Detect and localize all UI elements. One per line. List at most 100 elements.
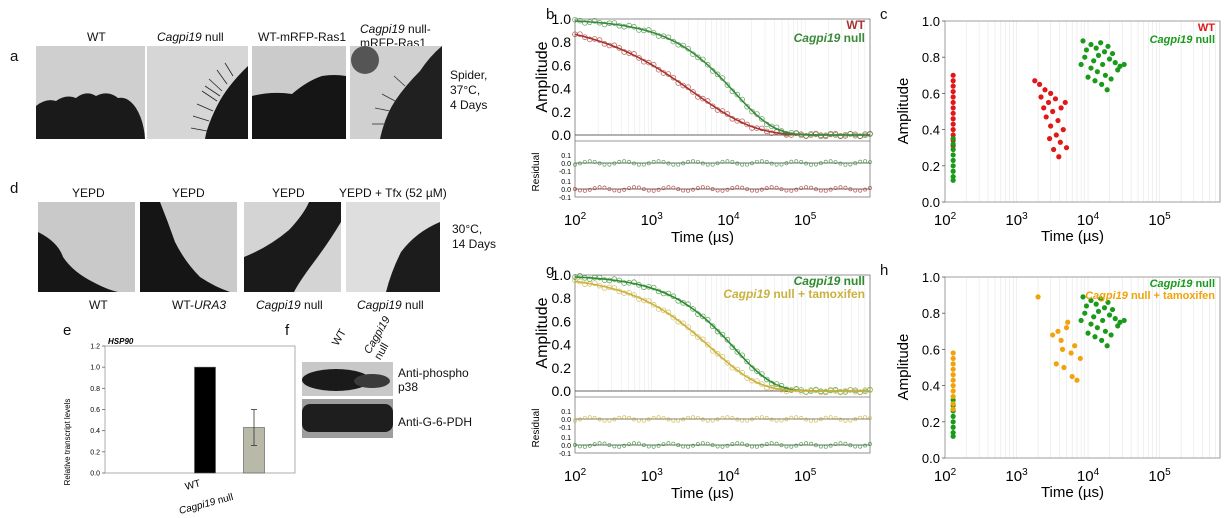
residual-point xyxy=(740,418,745,423)
residual-point xyxy=(764,442,769,447)
residual-point xyxy=(794,443,799,448)
data-point xyxy=(690,89,696,95)
tick-exponent: 2 xyxy=(951,211,957,222)
lane-label-null: Cagpi19 null xyxy=(362,315,403,362)
data-point xyxy=(783,388,790,395)
residual-point xyxy=(828,187,833,192)
data-point xyxy=(1050,108,1056,115)
panel-d-footer-2: WT-URA3 xyxy=(172,298,226,312)
colony-image-wt-yepd xyxy=(38,202,135,292)
residual-point xyxy=(735,161,740,166)
residual-point xyxy=(863,187,868,192)
residual-point xyxy=(587,187,592,192)
residual-point xyxy=(582,188,587,193)
data-point xyxy=(1082,310,1088,316)
colony-image-null-spider xyxy=(147,46,248,139)
data-point xyxy=(1098,40,1104,46)
data-point xyxy=(950,105,956,111)
residual-point xyxy=(695,159,700,164)
residual-point xyxy=(809,418,813,423)
data-point xyxy=(857,133,863,139)
data-point xyxy=(1121,61,1127,68)
y-tick-label: 0.4 xyxy=(922,123,940,138)
residual-point xyxy=(779,418,784,423)
data-point xyxy=(734,91,741,98)
x-tick-label: 102 xyxy=(934,211,957,229)
residual-point xyxy=(612,161,617,166)
x-tick-label: 105 xyxy=(794,467,817,485)
data-point xyxy=(660,307,667,314)
legend-entry: WT xyxy=(846,18,865,32)
tick-base: 10 xyxy=(1077,212,1094,229)
residual-point xyxy=(686,415,691,420)
tick-base: 10 xyxy=(934,212,951,229)
panel-label-f: f xyxy=(285,322,290,339)
tick-base: 10 xyxy=(641,468,658,485)
residual-point xyxy=(794,187,799,192)
residual-point xyxy=(794,159,799,164)
data-point xyxy=(680,300,686,306)
panel-a-header-wt-ras: WT-mRFP-Ras1 xyxy=(258,30,346,44)
data-point xyxy=(950,116,956,122)
residual-point xyxy=(784,417,789,422)
residual-point xyxy=(779,187,784,192)
residual-point xyxy=(745,443,750,448)
residual-point xyxy=(759,443,764,448)
residual-point xyxy=(858,444,863,449)
y-tick-label: 0.2 xyxy=(552,360,572,376)
data-point xyxy=(572,277,578,284)
residual-point xyxy=(799,442,804,446)
residual-point xyxy=(784,161,789,166)
residual-point xyxy=(617,159,622,164)
data-point xyxy=(950,132,956,138)
panel-label-a: a xyxy=(10,48,19,65)
gene-name: Cagpi19 xyxy=(723,287,770,301)
y-tick-label: 0.0 xyxy=(552,383,572,399)
data-point xyxy=(631,279,637,286)
residual-point xyxy=(828,159,833,164)
data-point xyxy=(1053,132,1059,138)
panel-d-header-4: YEPD + Tfx (52 µM) xyxy=(339,186,447,200)
residual-point xyxy=(617,415,622,420)
residual-point xyxy=(720,159,725,164)
legend-entry: Cagpi19 null xyxy=(1150,34,1215,46)
label-suffix: null xyxy=(1192,34,1215,46)
data-point xyxy=(1035,294,1041,300)
fit-line xyxy=(574,33,870,136)
residual-point xyxy=(622,415,627,420)
residual-point xyxy=(804,161,809,166)
residual-point xyxy=(848,187,853,192)
residual-axis-label: Residual xyxy=(531,153,542,192)
colony-shape xyxy=(351,46,442,139)
residual-point xyxy=(681,417,686,422)
residual-point xyxy=(641,162,646,167)
x-tick-label: 104 xyxy=(717,467,740,485)
residual-point xyxy=(651,415,656,420)
data-point xyxy=(1100,317,1106,324)
data-point xyxy=(1098,296,1104,302)
legend-entry: Cagpi19 null xyxy=(794,31,865,45)
data-point xyxy=(847,130,854,137)
grid-lines xyxy=(574,275,871,391)
residual-point xyxy=(636,441,641,446)
residual-point xyxy=(671,441,676,446)
data-point xyxy=(950,168,956,174)
data-point xyxy=(577,273,583,279)
data-point xyxy=(1091,314,1097,320)
panel-a-header-wt: WT xyxy=(87,30,106,44)
residual-point xyxy=(622,187,627,192)
colony-shape xyxy=(386,222,440,292)
residual-point xyxy=(582,159,587,164)
residual-point xyxy=(715,444,720,449)
residual-point xyxy=(641,418,646,423)
colony-image-null-yepd xyxy=(244,202,341,292)
data-point xyxy=(1109,50,1116,57)
gene-name: Cagpi19 xyxy=(178,497,217,517)
bars xyxy=(194,366,265,474)
residual-point xyxy=(622,443,627,448)
residual-point xyxy=(656,415,661,420)
residual-point xyxy=(804,185,809,190)
tick-base: 10 xyxy=(794,212,811,229)
data-point xyxy=(1099,337,1105,343)
